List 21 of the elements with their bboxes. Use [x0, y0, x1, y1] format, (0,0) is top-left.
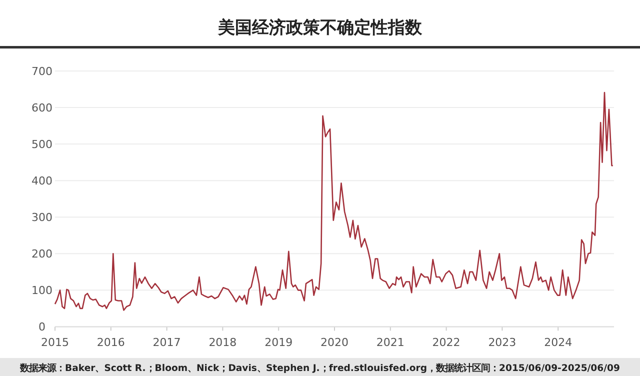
x-tick-label: 2016: [96, 336, 125, 349]
x-tick-label: 2021: [376, 336, 404, 349]
x-tick-label: 2015: [41, 336, 69, 349]
line-series: [54, 92, 614, 311]
x-tick-label: 2020: [320, 336, 348, 349]
x-tick-label: 2019: [264, 336, 293, 349]
y-tick-label: 700: [32, 65, 52, 78]
y-tick-label: 200: [32, 248, 52, 261]
y-tick-label: 500: [32, 138, 52, 152]
y-tick-label: 400: [32, 174, 52, 188]
chart-title: 美国经济政策不确定性指数: [217, 18, 423, 38]
y-tick-label: 0: [38, 320, 46, 334]
y-tick-label: 100: [32, 284, 52, 298]
x-tick-label: 2023: [488, 336, 516, 349]
x-tick-label: 2017: [152, 336, 181, 349]
x-tick-label: 2024: [544, 336, 572, 349]
x-tick-label: 2018: [208, 336, 237, 349]
y-tick-label: 300: [32, 211, 52, 224]
x-tick-label: 2022: [432, 336, 460, 349]
source-note: 数据来源：Baker、Scott R.；Bloom、Nick；Davis、Stephen J.；fred.stlouisfed.org，数据统计区间：2015/06/09-2025/06/09: [19, 363, 620, 374]
y-tick-label: 600: [32, 102, 52, 115]
